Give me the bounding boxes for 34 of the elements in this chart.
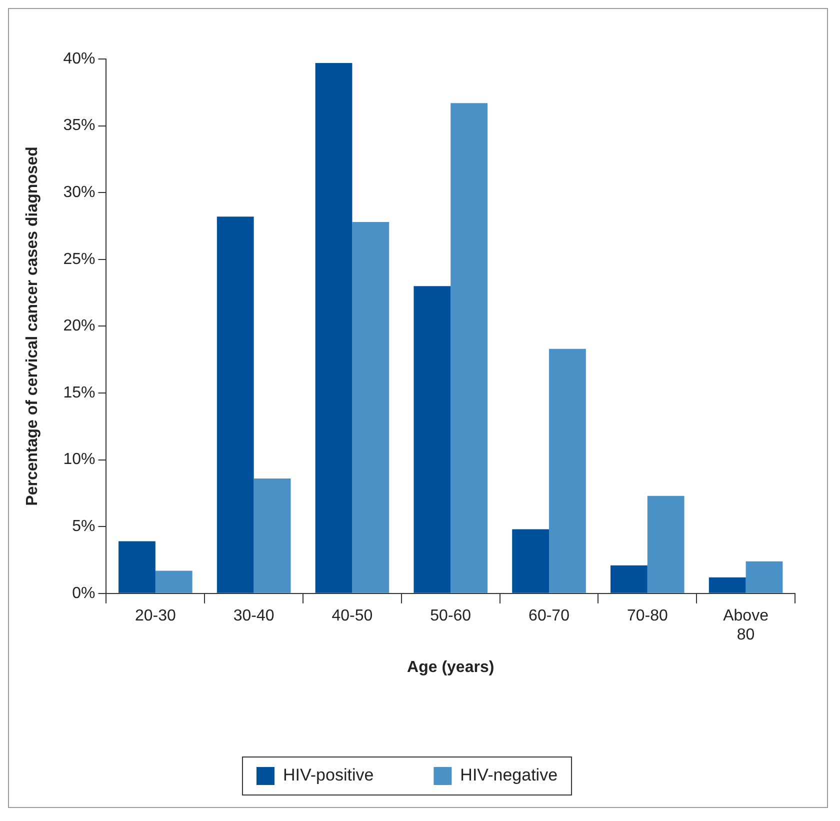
bar (352, 222, 390, 593)
x-tick-label: 30-40 (233, 607, 274, 624)
legend-label: HIV-negative (460, 766, 558, 785)
y-tick-label: 10% (63, 451, 96, 468)
x-axis-title: Age (years) (407, 658, 494, 676)
y-tick-label: 30% (63, 184, 96, 202)
bar (746, 561, 783, 593)
x-tick-label: 20-30 (134, 607, 176, 624)
legend-label: HIV-positive (282, 766, 374, 785)
bar (155, 570, 192, 593)
y-tick-label: 40% (63, 50, 96, 68)
bar (450, 103, 488, 593)
x-tick-label: 60-70 (528, 607, 570, 624)
y-tick-label: 15% (63, 384, 96, 402)
bar (118, 541, 156, 593)
x-tick-label: 70-80 (626, 607, 668, 624)
y-tick-label: 0% (72, 584, 96, 602)
bar (549, 348, 586, 593)
bar (647, 496, 684, 593)
y-tick-label: 5% (72, 518, 96, 536)
y-tick-label: 25% (63, 250, 96, 268)
bar (512, 529, 550, 593)
bar (414, 286, 451, 593)
x-tick-label: 40-50 (332, 607, 373, 624)
bar (254, 478, 291, 593)
bar (315, 63, 352, 593)
bar (708, 577, 746, 593)
y-tick-label: 20% (63, 318, 96, 335)
y-axis-title: Percentage of cervical cancer cases diagnosed (24, 146, 42, 506)
bar (216, 216, 254, 593)
x-tick-label: 50-60 (430, 607, 472, 624)
bar (610, 565, 648, 593)
y-tick-label: 35% (63, 117, 96, 134)
x-tick-label: Above 80 (723, 607, 769, 644)
